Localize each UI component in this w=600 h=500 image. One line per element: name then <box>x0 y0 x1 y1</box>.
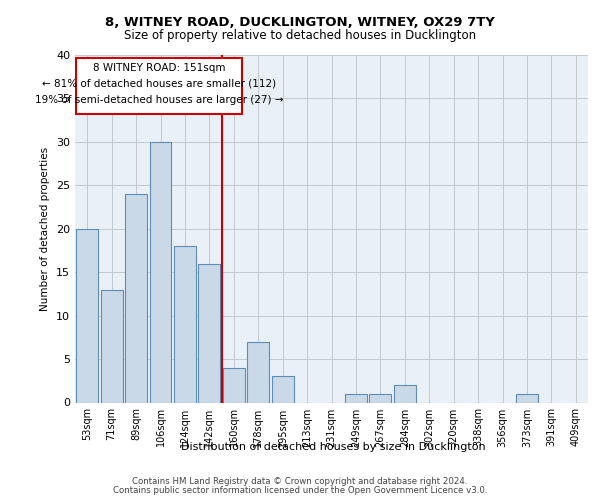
Bar <box>174 246 196 402</box>
Bar <box>516 394 538 402</box>
Bar <box>272 376 293 402</box>
Bar <box>345 394 367 402</box>
Bar <box>394 385 416 402</box>
Text: Contains HM Land Registry data © Crown copyright and database right 2024.: Contains HM Land Registry data © Crown c… <box>132 477 468 486</box>
Bar <box>101 290 122 403</box>
Bar <box>76 229 98 402</box>
Bar <box>247 342 269 402</box>
Text: 19% of semi-detached houses are larger (27) →: 19% of semi-detached houses are larger (… <box>35 95 284 105</box>
Y-axis label: Number of detached properties: Number of detached properties <box>40 146 50 311</box>
Text: Contains public sector information licensed under the Open Government Licence v3: Contains public sector information licen… <box>113 486 487 495</box>
Bar <box>125 194 147 402</box>
Text: ← 81% of detached houses are smaller (112): ← 81% of detached houses are smaller (11… <box>42 78 277 88</box>
Bar <box>199 264 220 402</box>
Text: 8 WITNEY ROAD: 151sqm: 8 WITNEY ROAD: 151sqm <box>93 63 226 73</box>
Text: 8, WITNEY ROAD, DUCKLINGTON, WITNEY, OX29 7TY: 8, WITNEY ROAD, DUCKLINGTON, WITNEY, OX2… <box>105 16 495 29</box>
Text: Distribution of detached houses by size in Ducklington: Distribution of detached houses by size … <box>181 442 485 452</box>
Text: Size of property relative to detached houses in Ducklington: Size of property relative to detached ho… <box>124 29 476 42</box>
Bar <box>76 58 242 114</box>
Bar <box>149 142 172 403</box>
Bar <box>223 368 245 402</box>
Bar <box>370 394 391 402</box>
